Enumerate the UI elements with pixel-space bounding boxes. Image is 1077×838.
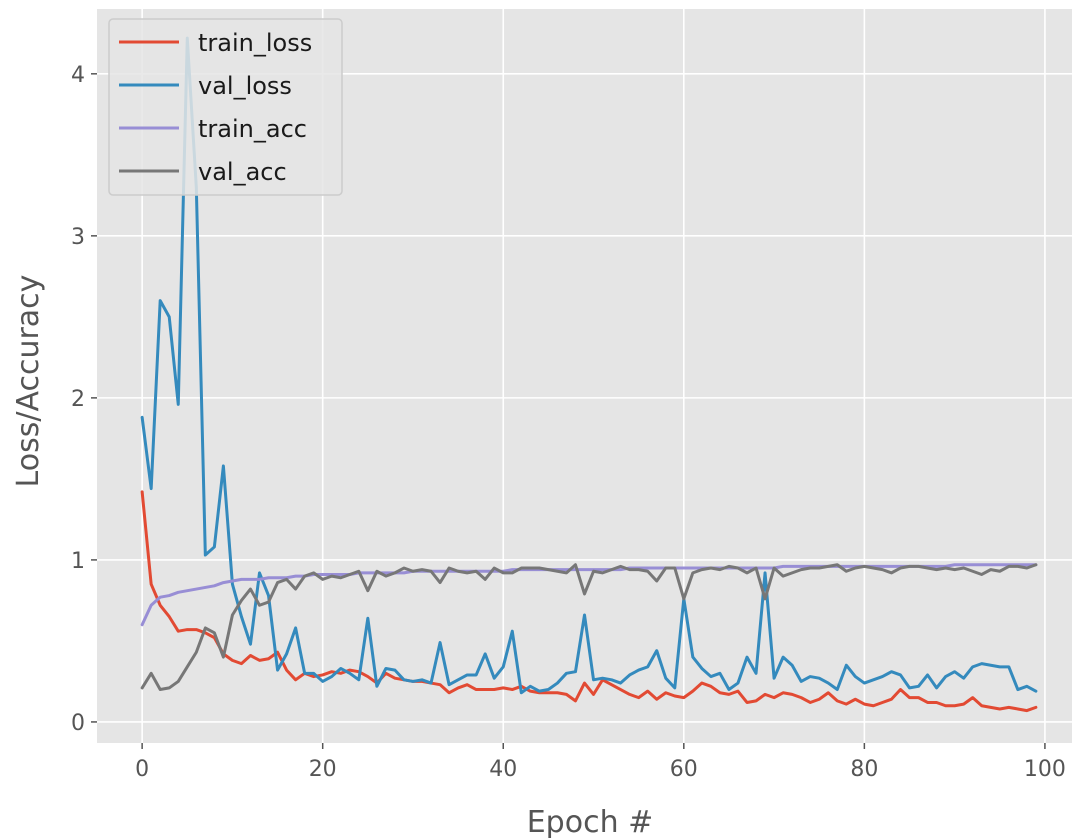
x-axis-label: Epoch # — [527, 805, 654, 838]
legend-item-train-acc: train_acc — [119, 115, 307, 143]
grid-lines — [97, 9, 1072, 743]
x-tick-label: 0 — [135, 757, 149, 782]
x-tick-label: 100 — [1024, 757, 1066, 782]
series-line-val-acc — [140, 563, 1038, 692]
legend-label: val_acc — [198, 158, 287, 186]
legend: train_loss val_loss train_acc val_acc — [108, 18, 343, 196]
legend-label: val_loss — [198, 72, 292, 100]
y-tick-label: 3 — [71, 225, 85, 250]
legend-box — [108, 18, 343, 196]
series-line-val-loss — [140, 36, 1038, 695]
legend-label: train_loss — [198, 29, 312, 57]
y-tick-label: 4 — [71, 63, 85, 88]
x-tick-label: 40 — [489, 757, 517, 782]
y-ticks: 0 1 2 3 4 — [71, 63, 97, 736]
y-tick-label: 2 — [71, 387, 85, 412]
y-axis-label: Loss/Accuracy — [11, 275, 46, 488]
y-tick-label: 0 — [71, 711, 85, 736]
series-line-train-acc — [140, 563, 1038, 627]
y-tick-label: 1 — [71, 549, 85, 574]
legend-label: train_acc — [198, 115, 307, 143]
series-lines — [140, 36, 1038, 713]
legend-item-val-loss: val_loss — [119, 72, 292, 100]
x-ticks: 0 20 40 60 80 100 — [135, 743, 1066, 782]
legend-item-val-acc: val_acc — [119, 158, 287, 186]
legend-item-train-loss: train_loss — [119, 29, 312, 57]
x-tick-label: 20 — [309, 757, 337, 782]
series-line-train-loss — [140, 490, 1038, 713]
x-tick-label: 80 — [850, 757, 878, 782]
x-tick-label: 60 — [670, 757, 698, 782]
